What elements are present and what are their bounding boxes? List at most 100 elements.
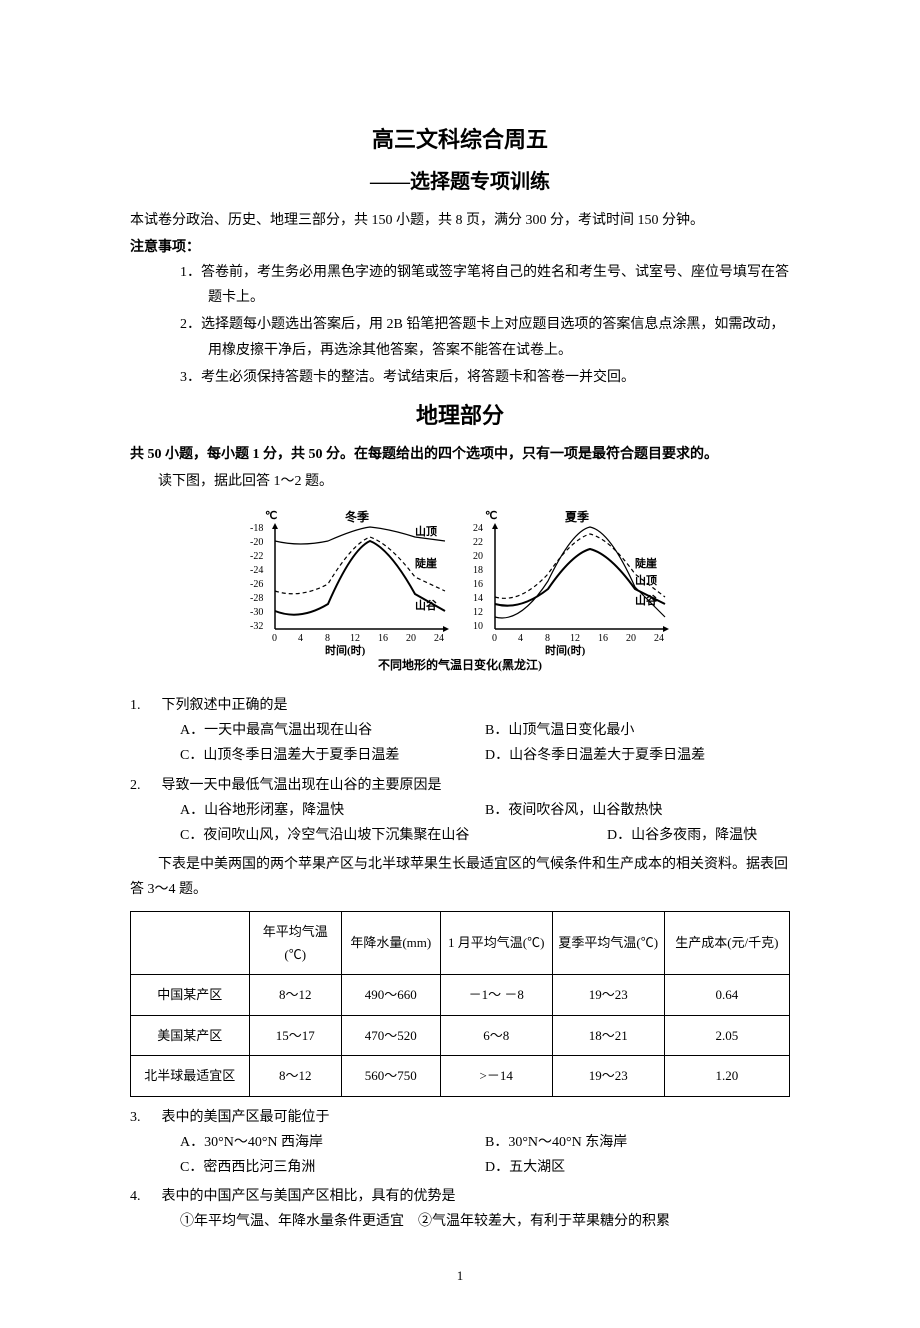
notice-list: 1．答卷前，考生务必用黑色字迹的钢笔或签字笔将自己的姓名和考生号、试室号、座位号… xyxy=(130,260,790,390)
th-jan: 1 月平均气温(℃) xyxy=(440,911,552,975)
option-c: C．夜间吹山风，冷空气沿山坡下沉集聚在山谷 xyxy=(180,823,607,848)
intro-text: 本试卷分政治、历史、地理三部分，共 150 小题，共 8 页，满分 300 分，… xyxy=(130,208,790,233)
option-b: B．30°N～40°N 东海岸 xyxy=(485,1130,790,1155)
svg-text:陡崖: 陡崖 xyxy=(635,556,657,570)
cell: 北半球最适宜区 xyxy=(131,1056,250,1096)
apple-data-table: 年平均气温(℃) 年降水量(mm) 1 月平均气温(℃) 夏季平均气温(℃) 生… xyxy=(130,911,790,1097)
svg-text:山谷: 山谷 xyxy=(635,593,658,607)
svg-text:24: 24 xyxy=(434,633,444,644)
temperature-chart: ℃ 冬季 -18-20-22 -24-26-28 -30-32 048 1216… xyxy=(130,504,790,683)
svg-text:12: 12 xyxy=(570,633,580,644)
section-desc: 共 50 小题，每小题 1 分，共 50 分。在每题给出的四个选项中，只有一项是… xyxy=(130,442,790,467)
cell: 1.20 xyxy=(664,1056,789,1096)
th-blank xyxy=(131,911,250,975)
svg-text:时间(时): 时间(时) xyxy=(545,643,586,657)
q-text: 表中的中国产区与美国产区相比，具有的优势是 xyxy=(162,1189,456,1204)
th-rain: 年降水量(mm) xyxy=(341,911,440,975)
svg-text:陡崖: 陡崖 xyxy=(415,556,437,570)
cell: >－14 xyxy=(440,1056,552,1096)
cell: 8～12 xyxy=(249,1056,341,1096)
svg-text:20: 20 xyxy=(406,633,416,644)
cell: 18～21 xyxy=(552,1015,664,1055)
svg-text:4: 4 xyxy=(518,633,523,644)
cell: 美国某产区 xyxy=(131,1015,250,1055)
notice-label: 注意事项： xyxy=(130,235,790,260)
option-a: A．30°N～40°N 西海岸 xyxy=(180,1130,485,1155)
q-text: 下列叙述中正确的是 xyxy=(162,698,288,713)
th-summer: 夏季平均气温(℃) xyxy=(552,911,664,975)
question-3: 3. 表中的美国产区最可能位于 A．30°N～40°N 西海岸 B．30°N～4… xyxy=(130,1105,790,1181)
cell: 470～520 xyxy=(341,1015,440,1055)
svg-text:山谷: 山谷 xyxy=(415,598,438,612)
option-c: C．山顶冬季日温差大于夏季日温差 xyxy=(180,743,485,768)
q-number: 2. xyxy=(130,773,158,798)
q-number: 3. xyxy=(130,1105,158,1130)
svg-text:4: 4 xyxy=(298,633,303,644)
svg-text:-18: -18 xyxy=(250,523,263,534)
svg-text:-30: -30 xyxy=(250,607,263,618)
svg-text:16: 16 xyxy=(598,633,608,644)
svg-text:18: 18 xyxy=(473,565,483,576)
cell: 19～23 xyxy=(552,1056,664,1096)
table-row: 北半球最适宜区 8～12 560～750 >－14 19～23 1.20 xyxy=(131,1056,790,1096)
svg-text:16: 16 xyxy=(473,579,483,590)
svg-text:8: 8 xyxy=(325,633,330,644)
svg-text:-22: -22 xyxy=(250,551,263,562)
subtitle: ——选择题专项训练 xyxy=(130,164,790,200)
svg-text:12: 12 xyxy=(350,633,360,644)
q-number: 1. xyxy=(130,693,158,718)
option-d: D．山谷冬季日温差大于夏季日温差 xyxy=(485,743,790,768)
notice-item: 2．选择题每小题选出答案后，用 2B 铅笔把答题卡上对应题目选项的答案信息点涂黑… xyxy=(180,312,790,362)
svg-text:8: 8 xyxy=(545,633,550,644)
notice-item: 1．答卷前，考生务必用黑色字迹的钢笔或签字笔将自己的姓名和考生号、试室号、座位号… xyxy=(180,260,790,310)
svg-text:20: 20 xyxy=(626,633,636,644)
cell: －1～ －8 xyxy=(440,975,552,1015)
option-d: D．五大湖区 xyxy=(485,1155,790,1180)
cell: 6～8 xyxy=(440,1015,552,1055)
svg-text:-20: -20 xyxy=(250,537,263,548)
q4-line2: ①年平均气温、年降水量条件更适宜 ②气温年较差大，有利于苹果糖分的积累 xyxy=(180,1209,790,1234)
table-row: 美国某产区 15～17 470～520 6～8 18～21 2.05 xyxy=(131,1015,790,1055)
question-4: 4. 表中的中国产区与美国产区相比，具有的优势是 ①年平均气温、年降水量条件更适… xyxy=(130,1184,790,1234)
th-cost: 生产成本(元/千克) xyxy=(664,911,789,975)
svg-text:℃: ℃ xyxy=(265,510,277,522)
cell: 0.64 xyxy=(664,975,789,1015)
cell: 15～17 xyxy=(249,1015,341,1055)
svg-text:0: 0 xyxy=(272,633,277,644)
cell: 19～23 xyxy=(552,975,664,1015)
main-title: 高三文科综合周五 xyxy=(130,120,790,160)
svg-text:时间(时): 时间(时) xyxy=(325,643,366,657)
svg-text:-26: -26 xyxy=(250,579,263,590)
question-2: 2. 导致一天中最低气温出现在山谷的主要原因是 A．山谷地形闭塞，降温快 B．夜… xyxy=(130,773,790,849)
option-a: A．山谷地形闭塞，降温快 xyxy=(180,798,485,823)
svg-text:℃: ℃ xyxy=(485,510,497,522)
svg-text:14: 14 xyxy=(473,593,483,604)
svg-text:12: 12 xyxy=(473,607,483,618)
svg-text:山顶: 山顶 xyxy=(415,524,437,538)
option-b: B．山顶气温日变化最小 xyxy=(485,718,790,743)
table-intro: 下表是中美两国的两个苹果产区与北半球苹果生长最适宜区的气候条件和生产成本的相关资… xyxy=(130,852,790,902)
q-text: 表中的美国产区最可能位于 xyxy=(162,1110,330,1125)
notice-item: 3．考生必须保持答题卡的整洁。考试结束后，将答题卡和答卷一并交回。 xyxy=(180,365,790,390)
question-1: 1. 下列叙述中正确的是 A．一天中最高气温出现在山谷 B．山顶气温日变化最小 … xyxy=(130,693,790,769)
summer-label: 夏季 xyxy=(565,509,590,524)
cell: 8～12 xyxy=(249,975,341,1015)
svg-text:16: 16 xyxy=(378,633,388,644)
svg-text:-24: -24 xyxy=(250,565,263,576)
chart-caption: 不同地形的气温日变化(黑龙江) xyxy=(378,657,542,672)
svg-text:-28: -28 xyxy=(250,593,263,604)
svg-text:20: 20 xyxy=(473,551,483,562)
th-temp: 年平均气温(℃) xyxy=(249,911,341,975)
cell: 560～750 xyxy=(341,1056,440,1096)
cell: 2.05 xyxy=(664,1015,789,1055)
svg-text:24: 24 xyxy=(654,633,664,644)
section-title: 地理部分 xyxy=(130,396,790,436)
figure-prompt: 读下图，据此回答 1～2 题。 xyxy=(130,469,790,494)
cell: 中国某产区 xyxy=(131,975,250,1015)
q-text: 导致一天中最低气温出现在山谷的主要原因是 xyxy=(162,778,442,793)
svg-text:0: 0 xyxy=(492,633,497,644)
svg-text:10: 10 xyxy=(473,621,483,632)
option-d: D．山谷多夜雨，降温快 xyxy=(607,823,790,848)
svg-text:22: 22 xyxy=(473,537,483,548)
svg-text:山顶: 山顶 xyxy=(635,573,657,587)
